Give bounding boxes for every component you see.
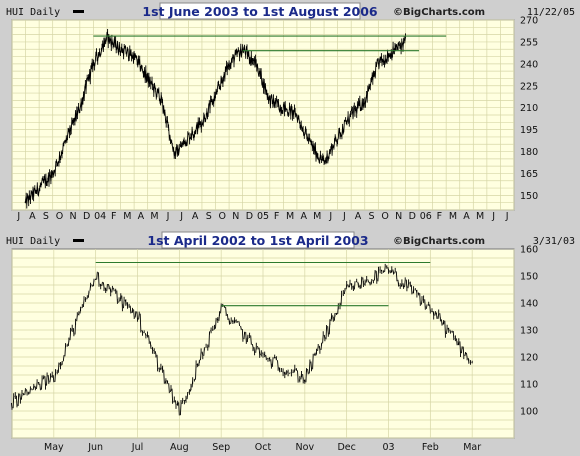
x-tick-label: May	[44, 442, 64, 453]
x-tick-label: D	[246, 211, 253, 222]
y-tick-label: 240	[520, 59, 538, 70]
y-tick-label: 130	[520, 326, 538, 337]
x-tick-label: M	[123, 211, 131, 222]
x-tick-label: D	[409, 211, 416, 222]
y-tick-label: 160	[520, 245, 538, 256]
chart-title: 1st April 2002 to 1st April 2003	[147, 233, 368, 248]
brand-label: ©BigCharts.com	[393, 7, 485, 18]
x-tick-label: Sep	[212, 442, 230, 453]
x-tick-label: Aug	[170, 442, 189, 453]
price-series	[24, 29, 406, 209]
title-box	[161, 231, 355, 249]
x-tick-label: J	[491, 211, 495, 222]
x-tick-label: N	[69, 211, 76, 222]
x-tick-label: Mar	[463, 442, 481, 453]
x-tick-label: A	[300, 211, 307, 222]
x-tick-label: 04	[94, 211, 106, 222]
x-tick-label: A	[192, 211, 199, 222]
y-tick-label: 165	[520, 169, 538, 180]
x-tick-label: F	[437, 211, 442, 222]
y-tick-label: 195	[520, 125, 538, 136]
x-tick-label: 06	[420, 211, 432, 222]
x-tick-label: Oct	[255, 442, 272, 453]
x-tick-label: A	[355, 211, 362, 222]
legend-swatch	[73, 10, 84, 13]
x-tick-label: Jun	[87, 442, 103, 453]
x-tick-label: M	[449, 211, 457, 222]
x-tick-label: J	[505, 211, 509, 222]
x-tick-label: M	[476, 211, 484, 222]
y-tick-label: 210	[520, 103, 538, 114]
x-tick-label: A	[463, 211, 470, 222]
y-tick-label: 270	[520, 16, 538, 27]
x-tick-label: M	[313, 211, 321, 222]
x-tick-label: S	[369, 211, 375, 222]
legend-swatch	[73, 239, 84, 242]
x-tick-label: F	[274, 211, 279, 222]
x-tick-label: J	[16, 211, 20, 222]
x-tick-label: O	[381, 211, 388, 222]
y-tick-label: 150	[520, 272, 538, 283]
x-tick-label: F	[111, 211, 116, 222]
x-tick-label: A	[138, 211, 145, 222]
x-tick-label: J	[179, 211, 183, 222]
x-tick-label: J	[328, 211, 332, 222]
y-tick-label: 225	[520, 81, 538, 92]
y-tick-label: 120	[520, 353, 538, 364]
x-tick-label: O	[219, 211, 226, 222]
x-tick-label: N	[395, 211, 402, 222]
date-stamp: 11/22/05	[527, 7, 575, 18]
x-tick-label: N	[232, 211, 239, 222]
x-tick-label: Jul	[131, 442, 143, 453]
x-tick-label: S	[43, 211, 49, 222]
chart-panel-2: HUI Daily 1st April 2002 to 1st April 200…	[2, 231, 578, 453]
x-tick-label: Dec	[337, 442, 355, 453]
x-tick-label: A	[29, 211, 36, 222]
y-tick-label: 255	[520, 37, 538, 48]
x-tick-label: J	[342, 211, 346, 222]
x-tick-label: 03	[382, 442, 394, 453]
x-tick-label: 05	[257, 211, 269, 222]
x-tick-label: Nov	[296, 442, 315, 453]
symbol-label: HUI Daily	[6, 236, 60, 247]
y-tick-label: 100	[520, 407, 538, 418]
x-tick-label: M	[150, 211, 158, 222]
chart-panel-1: HUI Daily 1st June 2003 to 1st August 200…	[2, 2, 578, 222]
symbol-label: HUI Daily	[6, 7, 60, 18]
y-tick-label: 180	[520, 147, 538, 158]
y-tick-label: 150	[520, 191, 538, 202]
title-box	[159, 2, 361, 20]
y-tick-label: 140	[520, 299, 538, 310]
x-tick-label: Feb	[422, 442, 439, 453]
brand-label: ©BigCharts.com	[393, 236, 485, 247]
x-tick-label: M	[286, 211, 294, 222]
x-tick-label: J	[166, 211, 170, 222]
chart-title: 1st June 2003 to 1st August 2006	[142, 4, 378, 19]
y-tick-label: 110	[520, 380, 538, 391]
date-stamp: 3/31/03	[533, 236, 575, 247]
price-series	[10, 263, 473, 416]
x-tick-label: O	[56, 211, 63, 222]
x-tick-label: D	[83, 211, 90, 222]
x-tick-label: S	[206, 211, 212, 222]
